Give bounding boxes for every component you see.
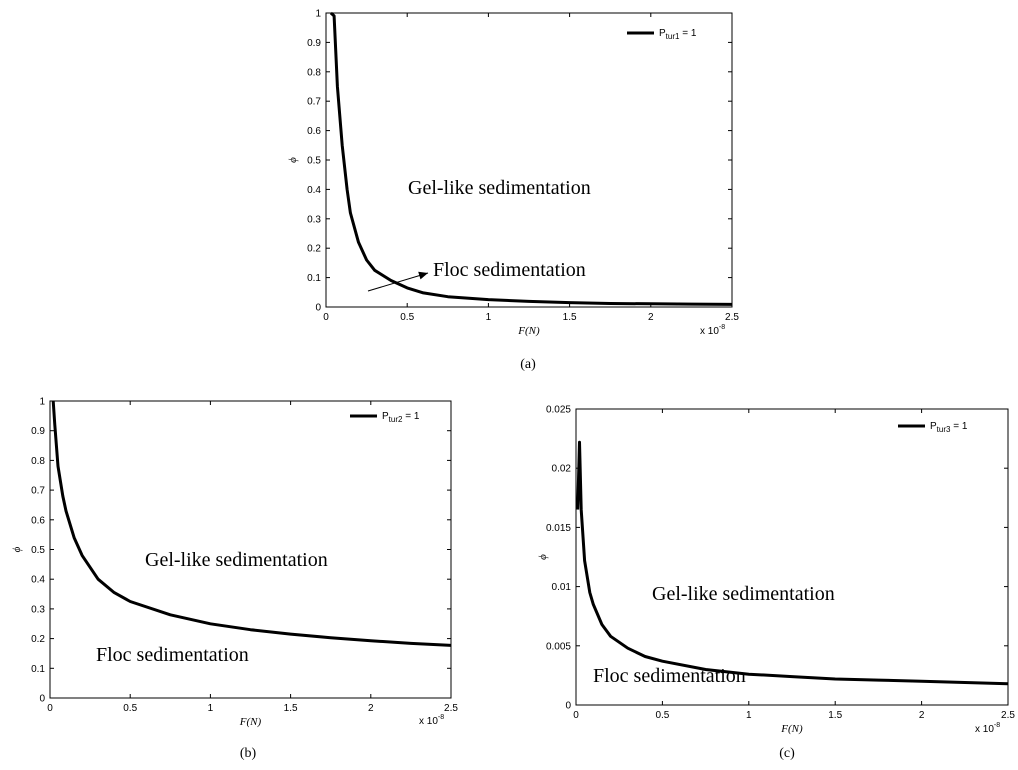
y-tick-label: 0.2 [307, 244, 321, 255]
x-tick-label: 2.5 [444, 703, 458, 714]
x-tick-label: 0 [573, 710, 579, 721]
legend-label-main: P [659, 28, 666, 39]
x-tick-label: 0 [323, 312, 329, 323]
y-axis-label: ϕ [11, 546, 23, 552]
y-tick-label: 1 [315, 9, 321, 20]
y-tick-label: 0.005 [546, 641, 571, 652]
y-tick-label: 0.8 [31, 456, 45, 467]
plot-frame [325, 12, 733, 308]
annotation-floc: Floc sedimentation [96, 644, 249, 666]
y-axis-label: ϕ [287, 157, 299, 163]
x-axis-multiplier-base: x 10 [975, 724, 994, 735]
legend-label-main: P [930, 421, 937, 432]
y-tick-label: 0.6 [31, 515, 45, 526]
x-tick-label: 2 [919, 710, 925, 721]
x-axis-label: F(N) [239, 716, 262, 728]
x-tick-label: 1 [746, 710, 752, 721]
x-tick-label: 1.5 [563, 312, 577, 323]
annotation-gel-like: Gel-like sedimentation [408, 177, 591, 199]
y-tick-label: 0.02 [552, 464, 572, 475]
x-axis-multiplier-base: x 10 [700, 326, 719, 337]
chart-panel-b: 0 0.5 1 1.5 2 2.5 0 0.1 0.2 0.3 0.4 0.5 0.6 0.7 0.8 0.9… [11, 397, 458, 762]
x-tick-label: 1.5 [828, 710, 842, 721]
annotation-arrow-shaft [367, 272, 429, 292]
x-tick-label: 2 [648, 312, 654, 323]
x-tick-label: 2 [368, 703, 374, 714]
y-tick-label: 0.2 [31, 634, 45, 645]
panel-label: (a) [520, 357, 536, 372]
x-axis-multiplier: x 10-8 [419, 714, 444, 727]
series-line [329, 11, 733, 306]
annotation-floc: Floc sedimentation [593, 665, 746, 687]
legend-label-suffix: = 1 [402, 411, 419, 422]
y-tick-label: 0.3 [31, 604, 45, 615]
legend-label-sub: tur1 [666, 32, 680, 41]
annotation-gel-like: Gel-like sedimentation [652, 583, 835, 605]
y-tick-label: 0.7 [307, 97, 321, 108]
legend-label-sub: tur3 [937, 425, 951, 434]
series-line [51, 400, 452, 647]
series-line [576, 440, 1009, 686]
y-tick-label: 0 [39, 694, 45, 705]
x-axis-multiplier-exponent: -8 [438, 714, 444, 721]
y-tick-label: 0.3 [307, 214, 321, 225]
x-axis-multiplier-exponent: -8 [994, 722, 1000, 729]
legend-label: Ptur2 = 1 [382, 411, 420, 424]
y-tick-label: 0.4 [31, 575, 45, 586]
annotation-arrow-head [418, 271, 428, 280]
legend-label-suffix: = 1 [950, 421, 967, 432]
x-axis-label: F(N) [780, 723, 803, 735]
y-tick-label: 0 [315, 303, 321, 314]
y-tick-label: 0.5 [307, 156, 321, 167]
y-tick-label: 1 [39, 397, 45, 408]
legend-label: Ptur1 = 1 [659, 28, 697, 41]
y-tick-label: 0.8 [307, 67, 321, 78]
x-tick-label: 2.5 [1001, 710, 1015, 721]
y-tick-label: 0.015 [546, 523, 571, 534]
x-tick-label: 0.5 [123, 703, 137, 714]
legend-label-suffix: = 1 [679, 28, 696, 39]
legend-label-sub: tur2 [389, 415, 403, 424]
x-axis-multiplier-base: x 10 [419, 716, 438, 727]
x-tick-label: 1 [486, 312, 492, 323]
x-axis-multiplier-exponent: -8 [719, 324, 725, 331]
legend-label-main: P [382, 411, 389, 422]
x-tick-label: 1 [208, 703, 214, 714]
x-tick-label: 0.5 [400, 312, 414, 323]
y-tick-label: 0.5 [31, 545, 45, 556]
x-axis-label: F(N) [517, 325, 540, 337]
x-tick-label: 2.5 [725, 312, 739, 323]
legend-label: Ptur3 = 1 [930, 421, 968, 434]
x-axis-multiplier: x 10-8 [975, 722, 1000, 735]
annotation-gel-like: Gel-like sedimentation [145, 549, 328, 571]
y-tick-label: 0.1 [307, 273, 321, 284]
annotation-floc: Floc sedimentation [433, 259, 586, 281]
y-tick-label: 0.1 [31, 664, 45, 675]
plot-frame [575, 408, 1009, 706]
chart-panel-a: 0 0.5 1 1.5 2 2.5 0 0.1 0.2 0.3 0.4 0.5 0.6 0.7 0.8 0.9… [287, 9, 739, 373]
chart-panel-c: 0 0.5 1 1.5 2 2.5 0 0.005 0.01 0.015 0.02 0.025 F(N)… [537, 405, 1015, 762]
x-tick-label: 0 [47, 703, 53, 714]
y-tick-label: 0.9 [31, 426, 45, 437]
x-tick-label: 1.5 [284, 703, 298, 714]
y-tick-label: 0.7 [31, 486, 45, 497]
x-tick-label: 0.5 [655, 710, 669, 721]
y-tick-label: 0.4 [307, 185, 321, 196]
x-axis-multiplier: x 10-8 [700, 324, 725, 337]
y-tick-label: 0.9 [307, 38, 321, 49]
y-tick-label: 0 [565, 701, 571, 712]
panel-label: (b) [240, 746, 257, 761]
y-axis-label: ϕ [537, 554, 549, 560]
y-tick-label: 0.6 [307, 126, 321, 137]
panel-label: (c) [779, 746, 795, 761]
y-tick-label: 0.025 [546, 405, 571, 416]
y-tick-label: 0.01 [552, 582, 572, 593]
